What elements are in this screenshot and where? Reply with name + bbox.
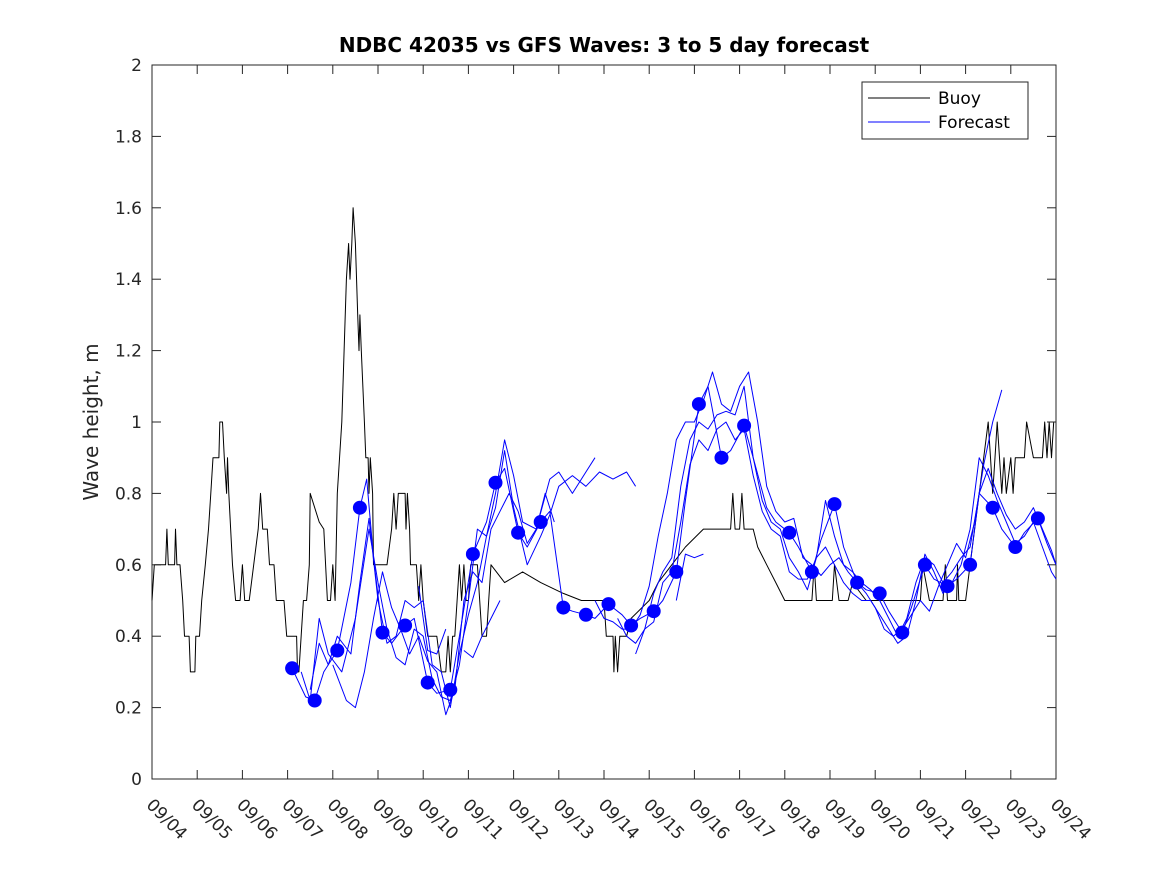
forecast-point <box>1008 540 1023 554</box>
forecast-point <box>511 525 526 540</box>
forecast-point <box>646 604 661 619</box>
forecast-point <box>352 500 367 515</box>
forecast-point <box>624 618 639 633</box>
series-line-forecast-run-9 <box>463 600 501 659</box>
y-tick-label: 1.8 <box>115 127 142 147</box>
forecast-point <box>420 675 435 690</box>
forecast-point <box>737 418 752 433</box>
legend-box <box>861 81 1029 140</box>
forecast-point <box>895 625 910 640</box>
forecast-point <box>850 575 865 590</box>
series-line-forecast-run-10 <box>418 586 447 655</box>
y-axis-label: Wave height, m <box>79 343 103 500</box>
plot-area: 00.20.40.60.811.21.41.61.8209/0409/0509/… <box>115 56 1095 844</box>
forecast-point <box>985 500 1000 515</box>
y-tick-label: 0.4 <box>115 627 142 647</box>
forecast-point <box>398 618 413 633</box>
series-line-forecast-run-2 <box>300 450 637 701</box>
axes-box <box>151 64 1057 780</box>
series-line-forecast-run-4 <box>332 492 555 716</box>
forecast-point <box>872 586 887 601</box>
y-tick-label: 0 <box>131 770 142 790</box>
forecast-point <box>533 515 548 529</box>
forecast-point <box>556 600 571 615</box>
forecast-point <box>601 597 616 612</box>
series-layer <box>151 207 1057 716</box>
legend: Buoy Forecast <box>861 81 1029 140</box>
forecast-point <box>375 625 390 640</box>
y-tick-label: 0.2 <box>115 699 142 719</box>
forecast-point <box>285 661 300 676</box>
forecast-point <box>465 547 480 562</box>
forecast-point <box>578 607 593 622</box>
forecast-point <box>330 643 345 658</box>
y-tick-label: 1.2 <box>115 342 142 362</box>
forecast-point <box>917 557 932 572</box>
series-line-forecast-run-7 <box>635 421 1057 655</box>
y-tick-label: 0.6 <box>115 556 142 576</box>
y-tick-label: 0.8 <box>115 484 142 504</box>
y-tick-label: 1.6 <box>115 199 142 219</box>
forecast-point <box>443 682 458 697</box>
forecast-point <box>804 564 819 579</box>
forecast-point <box>963 557 978 572</box>
y-tick-label: 1.4 <box>115 270 142 290</box>
forecast-point <box>940 579 955 594</box>
chart-title: NDBC 42035 vs GFS Waves: 3 to 5 day fore… <box>339 33 870 57</box>
forecast-point <box>691 397 706 412</box>
forecast-point <box>1030 511 1045 526</box>
forecast-point <box>307 693 322 708</box>
forecast-point <box>714 450 729 465</box>
series-line-forecast-run-5 <box>594 371 1003 637</box>
forecast-point <box>782 525 797 540</box>
legend-forecast-label: Forecast <box>938 113 1010 133</box>
forecast-point <box>827 497 842 512</box>
y-tick-label: 2 <box>131 56 142 76</box>
y-tick-label: 1 <box>131 413 142 433</box>
legend-buoy-label: Buoy <box>938 89 981 109</box>
forecast-point <box>669 564 684 579</box>
forecast-point <box>488 475 503 490</box>
series-line-forecast-run-8 <box>675 553 704 601</box>
